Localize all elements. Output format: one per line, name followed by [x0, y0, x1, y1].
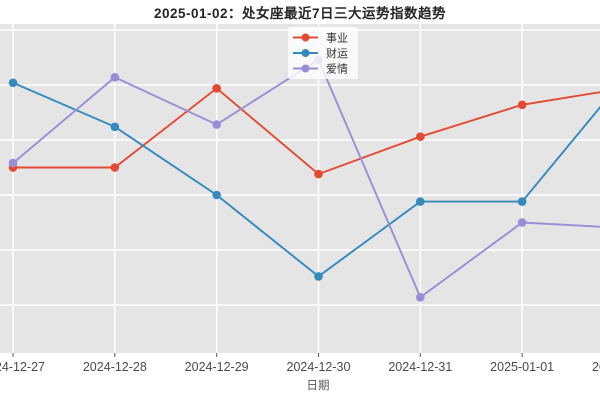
data-point	[8, 158, 18, 168]
gridlines	[0, 24, 600, 353]
x-tick-label: 2025-01-02	[592, 360, 600, 374]
data-point	[416, 197, 425, 206]
data-point	[416, 132, 425, 141]
x-tick-label: 2024-12-31	[388, 360, 452, 374]
x-tick-label: 2024-12-27	[0, 360, 45, 374]
data-point	[416, 293, 425, 302]
data-point	[212, 84, 221, 93]
data-point	[314, 272, 323, 281]
x-tick-label: 2025-01-01	[490, 360, 554, 374]
x-tick-label: 2024-12-30	[287, 360, 351, 374]
legend-label: 财运	[326, 46, 348, 60]
x-tick-label: 2024-12-29	[185, 360, 249, 374]
data-point	[110, 122, 120, 132]
legend-label: 爱情	[326, 63, 348, 76]
data-point	[212, 120, 221, 129]
data-point	[517, 100, 527, 110]
data-point	[517, 218, 527, 227]
legend-marker-icon	[301, 64, 310, 73]
data-point	[110, 73, 120, 82]
x-tick-label: 2024-12-28	[83, 360, 147, 374]
data-point	[110, 163, 120, 172]
data-point	[212, 190, 221, 200]
chart-title: 2025-01-02：处女座最近7日三大运势指数趋势	[153, 6, 447, 21]
data-point	[8, 78, 18, 88]
legend-marker-icon	[301, 49, 310, 57]
x-axis-label: 日期	[307, 379, 330, 392]
data-point	[314, 169, 323, 179]
legend-label: 事业	[326, 32, 348, 45]
data-point	[517, 197, 527, 206]
legend-marker-icon	[301, 33, 310, 42]
x-axis-ticks: 2024-12-27 2024-12-28 2024-12-29 2024-12-30…	[0, 353, 600, 374]
